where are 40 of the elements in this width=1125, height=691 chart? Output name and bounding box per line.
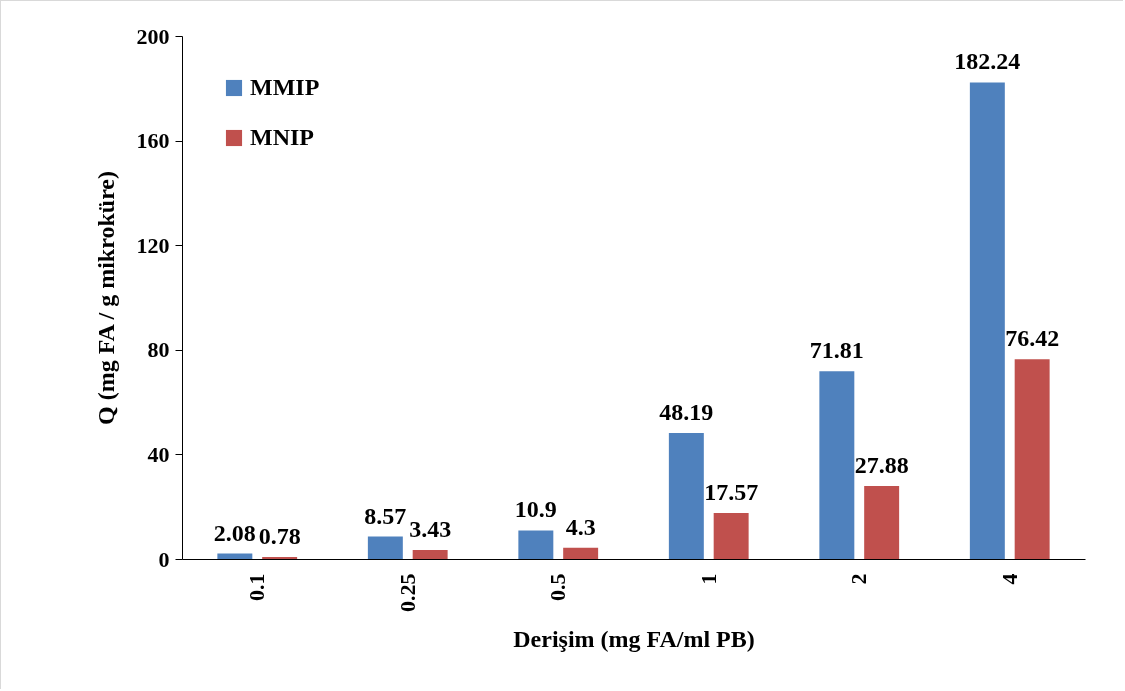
data-label: 2.08 xyxy=(213,519,256,546)
bar xyxy=(1014,359,1050,559)
x-axis-title: Derişim (mg FA/ml PB) xyxy=(513,626,755,652)
bar xyxy=(217,553,253,559)
data-label: 182.24 xyxy=(954,48,1021,75)
bar xyxy=(969,82,1005,559)
legend-label: MNIP xyxy=(250,124,314,150)
bar xyxy=(819,371,855,559)
x-tick-label: 2 xyxy=(846,573,872,585)
x-tick-label: 1 xyxy=(695,573,721,585)
bar xyxy=(518,530,554,559)
y-tick-label: 160 xyxy=(136,128,170,154)
bar xyxy=(367,536,403,559)
data-label: 48.19 xyxy=(659,398,714,425)
bar xyxy=(412,550,448,559)
data-label: 4.3 xyxy=(565,513,596,540)
y-tick-label: 80 xyxy=(147,337,170,363)
bar xyxy=(563,547,599,559)
y-tick-label: 0 xyxy=(158,546,170,572)
x-tick-label: 0.1 xyxy=(244,573,270,601)
y-tick-label: 120 xyxy=(136,232,170,258)
bar xyxy=(864,486,900,559)
data-label: 27.88 xyxy=(854,452,909,479)
y-tick-label: 40 xyxy=(147,441,170,467)
bar xyxy=(713,513,749,559)
data-label: 10.9 xyxy=(514,496,557,523)
x-tick-label: 0.25 xyxy=(394,573,420,612)
data-label: 0.78 xyxy=(258,522,301,549)
y-axis-title: Q (mg FA / g mikroküre) xyxy=(92,171,119,425)
x-tick-label: 0.5 xyxy=(545,573,571,601)
data-label: 71.81 xyxy=(809,337,864,364)
bar xyxy=(668,432,704,559)
data-label: 3.43 xyxy=(409,516,452,543)
legend-label: MMIP xyxy=(250,74,320,100)
data-label: 8.57 xyxy=(364,502,407,529)
x-tick-label: 4 xyxy=(996,573,1022,585)
data-label: 76.42 xyxy=(1005,325,1060,352)
bar xyxy=(262,556,298,559)
data-label: 17.57 xyxy=(704,479,759,506)
y-tick-label: 200 xyxy=(136,23,170,49)
